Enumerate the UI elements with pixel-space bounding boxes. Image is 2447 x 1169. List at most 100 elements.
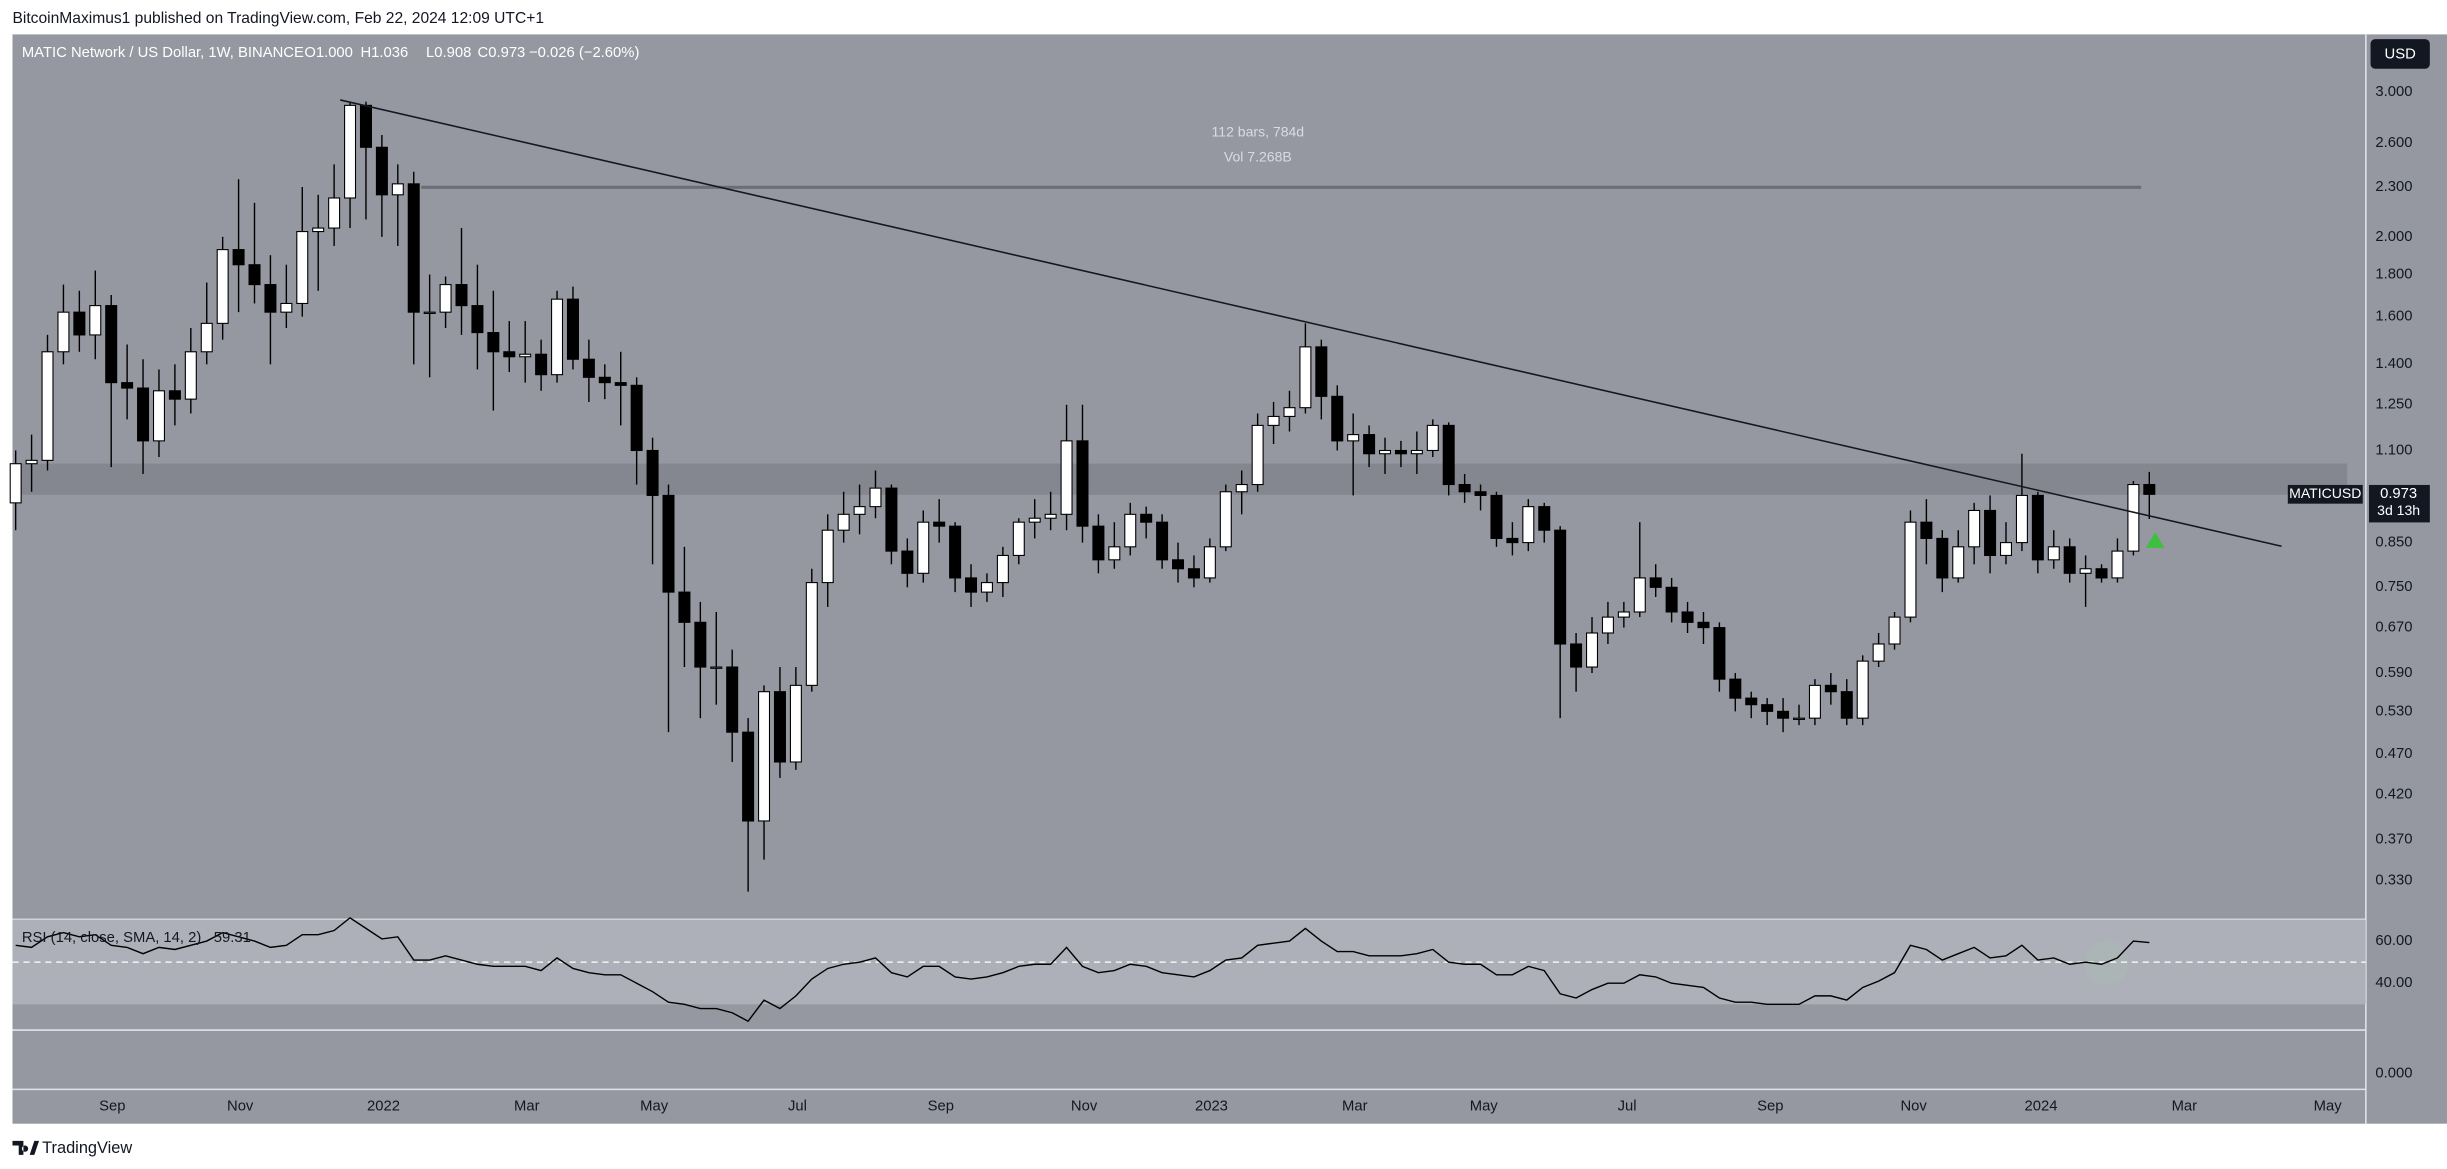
y-tick-label: 2.600 [2375,135,2412,151]
measure-bars: 112 bars, 784d [1212,123,1305,139]
candle-body [359,104,372,148]
candle-body [1474,491,1487,496]
candle-body [853,506,866,515]
candle-body [312,227,325,233]
currency-button[interactable] [2370,39,2430,69]
candle-body [471,305,484,334]
candle-body [742,731,755,822]
footer-logo [12,1140,40,1155]
x-tick-label: Nov [1071,1098,1098,1114]
candle-body [1570,643,1583,668]
candle-body [773,691,786,763]
y-tick-label: 0.420 [2375,786,2412,802]
candle-body [1394,449,1407,455]
candle-body [2015,494,2028,544]
lower-pane-tick: 0.000 [2375,1066,2412,1082]
x-tick-label: Mar [1342,1098,1368,1114]
candle-body [455,284,468,307]
x-tick-label: 2022 [367,1098,400,1114]
trend-line [340,99,2282,548]
candle-body [1792,717,1806,720]
candle-body [1649,577,1662,588]
y-tick-label: 1.800 [2375,266,2412,282]
candle-body [694,621,707,668]
candle-body [121,382,134,389]
candle-body [1697,621,1710,629]
candle-body [662,494,675,593]
y-tick-label: 0.470 [2375,746,2412,762]
y-tick-label: 1.400 [2375,356,2412,372]
candle-body [789,684,802,763]
y-tick-label: 0.330 [2375,873,2412,889]
candle-body [137,387,150,442]
x-tick-label: Nov [1900,1098,1927,1114]
candle-body [2047,546,2060,561]
candle-body [582,358,595,378]
candle-body [1140,513,1153,523]
candle-body [2079,568,2092,574]
bar-countdown: 3d 13h [2377,502,2420,518]
candle-body [933,521,946,527]
candle-body [1315,346,1328,397]
candles [9,101,2156,892]
candle-body [678,591,691,623]
candle-body [1108,546,1121,561]
candle-body [439,284,452,313]
candle-body [1713,627,1726,680]
candle-body [1856,660,1869,719]
candle-body [2143,483,2156,495]
candle-body [1506,537,1519,544]
currency-label[interactable]: USD [2385,47,2416,63]
y-tick-label: 0.370 [2375,832,2412,848]
x-tick-label: May [2314,1098,2343,1114]
candle-body [1203,546,1216,579]
candle-body [1601,616,1614,634]
candle-body [758,691,771,822]
candle-body [1172,559,1185,570]
candle-body [1888,616,1901,645]
rsi-line [15,916,2150,1023]
candle-body [391,183,404,196]
legend-change: −0.026 (−2.60%) [529,45,639,61]
candle-body [1920,521,1933,539]
legend-open: O1.000 [304,45,353,61]
x-tick-label: Jul [788,1098,807,1114]
candle-body [2111,550,2124,579]
y-tick-label: 1.100 [2375,442,2412,458]
candle-body [503,351,516,358]
candle-body [105,305,118,384]
candle-body [152,390,165,442]
candle-body [535,353,548,376]
candle-body [646,449,659,496]
candle-body [1522,506,1535,544]
candle-body [1012,521,1025,556]
candle-body [1076,440,1089,527]
y-tick-label: 0.530 [2375,703,2412,719]
x-tick-label: Nov [227,1098,254,1114]
candle-body [184,351,197,400]
candle-body [1299,346,1312,409]
candle-body [1363,434,1376,455]
candle-body [614,382,627,386]
rsi-tick-label: 40.00 [2375,975,2412,991]
candle-body [566,298,579,360]
candle-body [1044,513,1057,519]
last-price-tag [2287,484,2363,504]
candle-body [1872,643,1885,662]
candle-body [1633,577,1646,613]
candle-body [2063,546,2076,574]
last-price-ticker: MATICUSD [2289,485,2361,501]
candle-body [837,513,850,531]
candle-body [1681,611,1694,623]
candle-body [1331,395,1344,442]
footer-brand: TradingView [42,1139,132,1157]
x-tick-label: May [1470,1098,1499,1114]
y-tick-label: 1.250 [2375,397,2412,413]
candle-body [344,104,357,199]
candle-body [1028,517,1041,523]
candle-body [519,353,532,358]
legend-high: H1.036 [360,45,408,61]
candle-body [296,231,309,304]
y-tick-label: 2.300 [2375,179,2412,195]
last-price-box [2368,484,2430,523]
